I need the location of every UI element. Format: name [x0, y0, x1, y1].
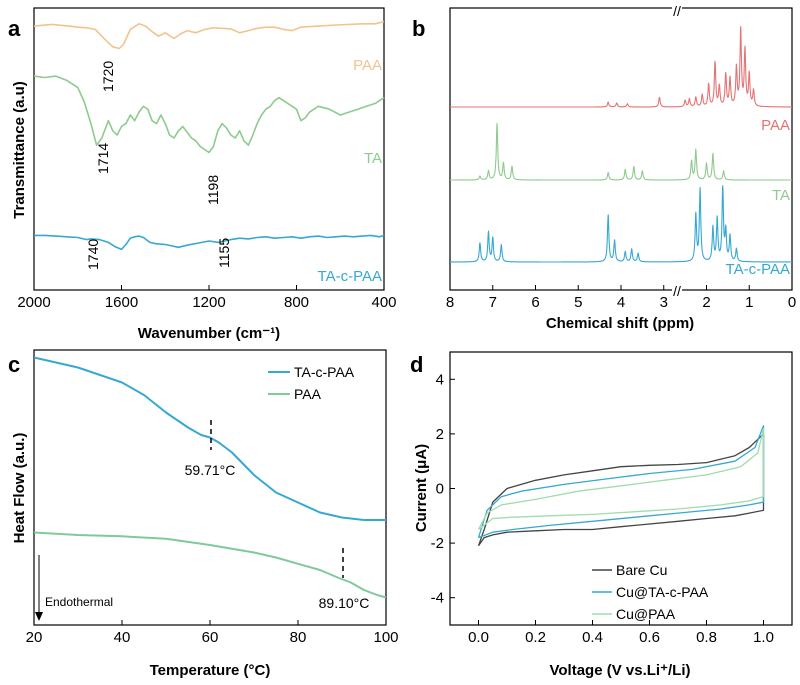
panel-a-line-paa — [33, 20, 385, 50]
panel-b-line-ta — [449, 122, 793, 181]
panel-a-ylabel: Transmittance (a.u) — [11, 81, 28, 219]
panel-a-ann-1155: 1155 — [216, 238, 232, 268]
panel-b-x-tick-label: 6 — [531, 294, 539, 311]
panel-b-x-tick-label: 3 — [660, 294, 668, 311]
panel-a-label-ta: TA — [364, 150, 382, 167]
panel-b-x-tick-label: 2 — [702, 294, 710, 311]
panel-d-ticks: 0.0 0.2 0.4 0.6 0.8 1.0 4 2 0 -2 -4 — [431, 371, 774, 646]
panel-b: b 8 7 6 5 4 3 2 1 0 Chemical shift (ppm) // // P… — [412, 3, 796, 332]
panel-d-line-cu-ta-c-paa — [477, 425, 765, 539]
panel-b-label-tacpaa: TA-c-PAA — [726, 261, 790, 278]
panel-c-legend: TA-c-PAA PAA — [268, 364, 355, 402]
legend-cu-paa: Cu@PAA — [616, 606, 676, 622]
panel-label-b: b — [412, 16, 425, 41]
panel-a-ann-1740: 1740 — [85, 239, 101, 270]
panel-d-y-tick-label: 4 — [436, 371, 444, 388]
panel-d-series — [477, 425, 765, 547]
panel-c-series — [33, 356, 387, 599]
panel-a-line-ta — [33, 75, 385, 154]
panel-c-x-tick-label: 100 — [373, 629, 398, 646]
panel-c-xlabel: Temperature (°C) — [150, 662, 271, 679]
legend-tacpaa: TA-c-PAA — [294, 364, 355, 380]
panel-c-ylabel: Heat Flow (a.u.) — [11, 433, 28, 544]
endothermal-arrow — [35, 555, 43, 621]
panel-a-ann-1714: 1714 — [95, 143, 111, 174]
panel-c-ann-tg2: 89.10°C — [319, 595, 370, 611]
panel-c-ticks: 20 40 60 80 100 — [26, 620, 399, 646]
panel-a-x-tick-label: 1200 — [192, 294, 225, 311]
panel-label-d: d — [410, 352, 423, 377]
panel-a: a 2000 1600 1200 800 400 Wavenumber (cm⁻¹) T… — [8, 7, 397, 342]
panel-c-line-ta-c-paa — [33, 356, 386, 521]
panel-d-y-tick-label: -4 — [431, 590, 444, 607]
panel-b-xlabel: Chemical shift (ppm) — [546, 315, 694, 332]
panel-a-line-ta-c-paa — [34, 234, 385, 251]
legend-bare-cu: Bare Cu — [616, 562, 667, 578]
panel-b-x-tick-label: 8 — [446, 294, 454, 311]
panel-a-series — [33, 20, 385, 251]
panel-b-series — [449, 26, 793, 263]
panel-b-line-paa — [449, 26, 793, 108]
panel-b-x-tick-label: 4 — [617, 294, 625, 311]
svg-text://: // — [673, 3, 681, 19]
panel-c: c 20 40 60 80 100 Temperature (°C) Heat Flow… — [8, 349, 399, 679]
panel-a-x-tick-label: 800 — [284, 294, 309, 311]
panel-b-x-tick-label: 7 — [489, 294, 497, 311]
panel-b-line-ta-c-paa — [449, 185, 793, 263]
panel-b-ticks: 8 7 6 5 4 3 2 1 0 — [446, 285, 796, 311]
panel-a-ann-1720: 1720 — [100, 61, 116, 92]
endothermal-label: Endothermal — [45, 595, 113, 609]
panel-c-frame — [33, 349, 387, 626]
panel-d-x-tick-label: 0.6 — [639, 629, 660, 646]
panel-a-x-tick-label: 2000 — [17, 294, 50, 311]
panel-c-line-paa — [33, 531, 387, 599]
panel-b-x-tick-label: 5 — [574, 294, 582, 311]
panel-c-x-tick-label: 20 — [26, 629, 43, 646]
panel-b-axis-break-bottom: // — [672, 283, 682, 299]
legend-cu-tacpaa: Cu@TA-c-PAA — [616, 584, 709, 600]
panel-c-x-tick-label: 60 — [202, 629, 219, 646]
panel-a-xlabel: Wavenumber (cm⁻¹) — [138, 325, 280, 342]
panel-d-x-tick-label: 0.4 — [582, 629, 603, 646]
panel-c-x-tick-label: 80 — [290, 629, 307, 646]
panel-b-x-tick-label: 1 — [745, 294, 753, 311]
panel-a-label-tacpaa: TA-c-PAA — [318, 268, 382, 285]
panel-d-x-tick-label: 0.2 — [525, 629, 546, 646]
panel-d-x-tick-label: 0.8 — [696, 629, 717, 646]
panel-d-y-tick-label: -2 — [431, 535, 444, 552]
panel-d-x-tick-label: 0.0 — [468, 629, 489, 646]
panel-label-a: a — [8, 16, 21, 41]
panel-d-xlabel: Voltage (V vs.Li⁺/Li) — [550, 662, 691, 679]
panel-d-y-tick-label: 0 — [436, 481, 444, 498]
svg-text://: // — [673, 283, 681, 299]
legend-paa: PAA — [294, 386, 322, 402]
panel-d-line-cu-paa — [477, 427, 765, 531]
panel-a-label-paa: PAA — [353, 57, 382, 74]
panel-a-x-tick-label: 1600 — [105, 294, 138, 311]
panel-d-x-tick-label: 1.0 — [753, 629, 774, 646]
panel-b-axis-break-top: // — [672, 3, 682, 19]
panel-a-ann-1198: 1198 — [205, 175, 221, 205]
panel-b-label-paa: PAA — [761, 117, 790, 134]
panel-c-ann-tg1: 59.71°C — [185, 462, 236, 478]
panel-b-x-tick-label: 0 — [788, 294, 796, 311]
panel-d-legend: Bare Cu Cu@TA-c-PAA Cu@PAA — [592, 562, 709, 622]
panel-a-ticks: 2000 1600 1200 800 400 — [17, 285, 397, 311]
panel-b-label-ta: TA — [772, 187, 790, 204]
panel-c-x-tick-label: 40 — [114, 629, 131, 646]
panel-d-y-tick-label: 2 — [436, 426, 444, 443]
panel-a-x-tick-label: 400 — [371, 294, 396, 311]
panel-d: d 0.0 0.2 0.4 0.6 0.8 1.0 4 2 0 -2 -4 Voltage (V v… — [410, 351, 793, 679]
panel-label-c: c — [8, 352, 20, 377]
panel-d-ylabel: Current (μA) — [413, 444, 430, 532]
